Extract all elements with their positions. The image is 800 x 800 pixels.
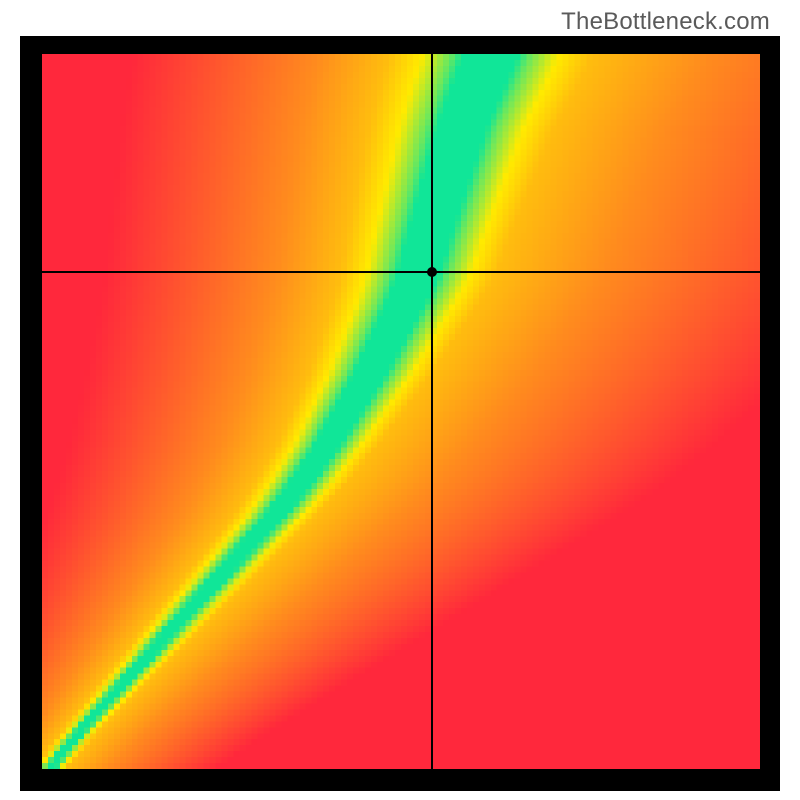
crosshair-horizontal xyxy=(42,271,760,273)
watermark-text: TheBottleneck.com xyxy=(561,8,770,36)
crosshair-vertical xyxy=(431,54,433,769)
plot-outer-frame xyxy=(20,36,780,791)
heatmap-canvas xyxy=(42,54,760,769)
crosshair-marker-dot xyxy=(427,267,437,277)
heatmap-area xyxy=(42,54,760,769)
